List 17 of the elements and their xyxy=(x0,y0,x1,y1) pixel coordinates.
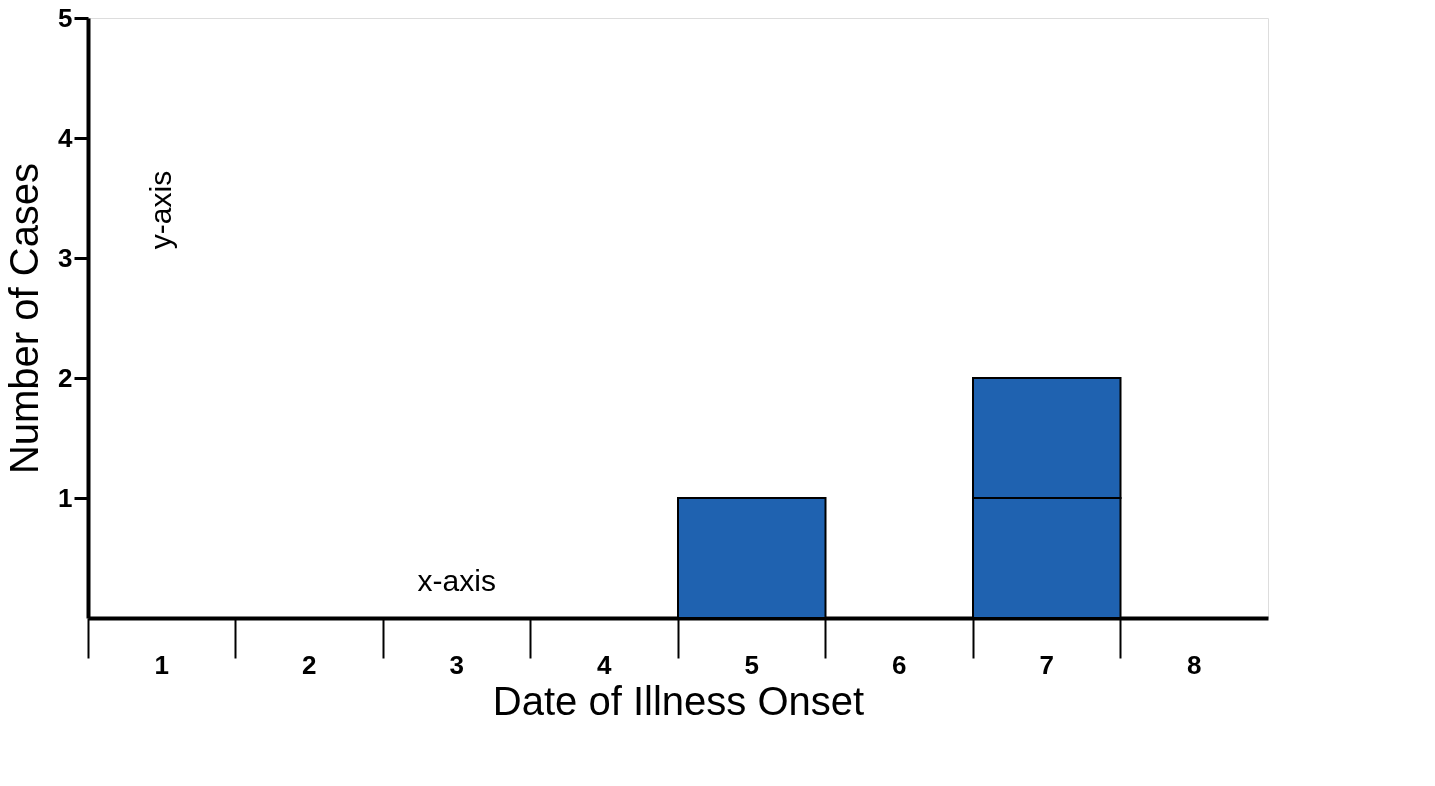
x-tick-label: 7 xyxy=(1039,649,1054,680)
x-tick-label: 4 xyxy=(597,649,613,680)
x-tick-label: 2 xyxy=(302,649,317,680)
x-tick-label: 1 xyxy=(154,649,169,680)
y-tick-label: 2 xyxy=(58,362,73,393)
x-tick-label: 3 xyxy=(449,649,464,680)
annotation: x-axis xyxy=(417,564,496,597)
x-axis-title: Date of Illness Onset xyxy=(492,678,865,723)
annotation: y-axis xyxy=(143,170,177,250)
y-axis-title: Number of Cases xyxy=(2,162,47,475)
y-tick-label: 3 xyxy=(58,242,73,273)
x-tick-label: 5 xyxy=(744,649,759,680)
y-tick-label: 5 xyxy=(58,2,73,33)
x-tick-label: 8 xyxy=(1187,649,1202,680)
y-tick-label: 1 xyxy=(58,482,73,513)
x-tick-label: 6 xyxy=(892,649,907,680)
y-tick-label: 4 xyxy=(58,122,74,153)
